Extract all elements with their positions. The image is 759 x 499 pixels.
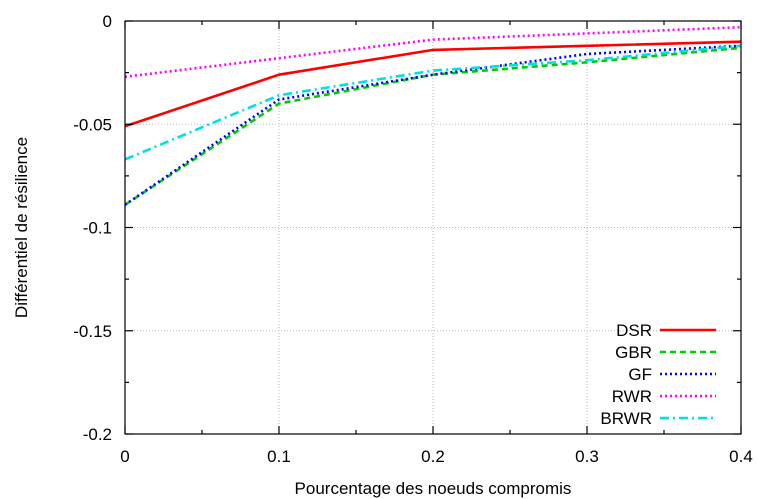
legend-label-gf: GF bbox=[628, 365, 652, 384]
x-axis-title: Pourcentage des noeuds compromis bbox=[295, 479, 572, 498]
x-tick-label: 0 bbox=[120, 447, 129, 466]
legend-label-brwr: BRWR bbox=[600, 409, 652, 428]
series-line-gbr bbox=[124, 46, 742, 206]
legend-label-rwr: RWR bbox=[612, 387, 652, 406]
y-axis-title: Différentiel de résilience bbox=[12, 137, 31, 318]
y-tick-label: -0.15 bbox=[73, 322, 112, 341]
legend: DSR GBR GF RWR BRWR bbox=[600, 321, 716, 428]
tick-layer: 0 0.1 0.2 0.3 0.4 0 -0.05 -0.1 -0.15 -0.2 bbox=[73, 12, 753, 466]
series-layer bbox=[124, 25, 742, 206]
y-tick-label: -0.2 bbox=[83, 425, 112, 444]
y-tick-label: -0.05 bbox=[73, 115, 112, 134]
y-tick-label: -0.1 bbox=[83, 219, 112, 238]
x-tick-label: 0.3 bbox=[575, 447, 599, 466]
series-line-dsr bbox=[124, 40, 742, 128]
x-tick-label: 0.1 bbox=[267, 447, 291, 466]
x-tick-label: 0.2 bbox=[421, 447, 445, 466]
y-tick-label: 0 bbox=[103, 12, 112, 31]
legend-label-dsr: DSR bbox=[616, 321, 652, 340]
grid-layer bbox=[125, 21, 741, 434]
series-line-rwr bbox=[124, 25, 742, 79]
x-tick-label: 0.4 bbox=[729, 447, 753, 466]
legend-label-gbr: GBR bbox=[615, 343, 652, 362]
